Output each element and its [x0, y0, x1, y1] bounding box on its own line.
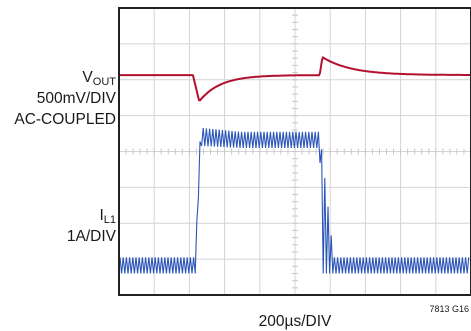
vout-label: VOUT: [82, 69, 116, 91]
vout-coupling-label: AC-COUPLED: [14, 111, 116, 128]
grid: [118, 7, 471, 296]
figure-id: 7813 G16: [429, 304, 469, 314]
vout-label-main: V: [82, 69, 93, 86]
il1-label-main: I: [99, 207, 104, 224]
vout-scale-label: 500mV/DIV: [36, 90, 116, 107]
vout-waveform: [120, 56, 470, 102]
il1-label: IL1: [99, 207, 116, 229]
il1-label-sub: L1: [103, 214, 116, 226]
vout-label-sub: OUT: [92, 76, 116, 88]
il1-waveform-group: [119, 128, 470, 274]
il1-scale-label: 1A/DIV: [66, 228, 116, 245]
x-axis-timebase-label: 200µs/DIV: [258, 313, 332, 330]
plot-frame: [118, 7, 471, 296]
il1-waveform: [119, 128, 470, 274]
